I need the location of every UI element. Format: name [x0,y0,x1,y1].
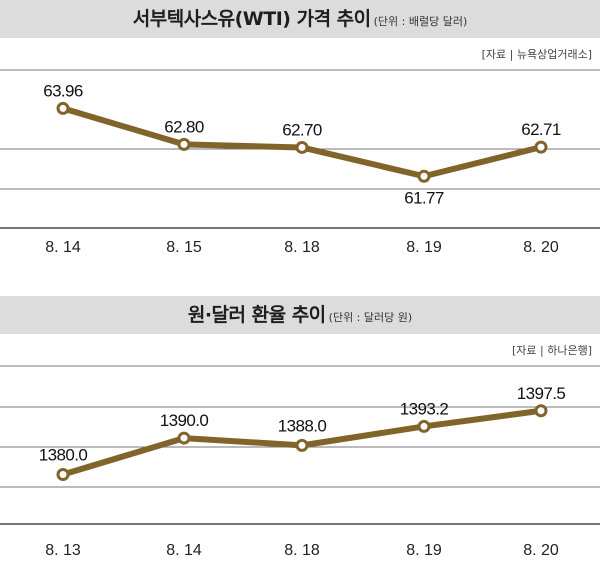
wti-data-point-2 [177,137,191,151]
fx-data-label-3: 1388.0 [278,416,327,435]
wti-data-point-1 [56,101,70,115]
fx-chart-source: [자료 | 하나은행] [511,344,592,357]
fx-data-label-1: 1380.0 [39,445,88,464]
fx-chart-unit: (단위 : 달러당 원) [328,311,413,324]
fx-chart-title: 원·달러 환율 추이 [187,304,326,326]
fx-data-label-5: 1397.5 [517,384,566,403]
wti-data-label-1: 63.96 [43,81,83,100]
wti-data-label-4: 61.77 [404,188,444,207]
wti-data-point-4 [417,169,431,183]
wti-data-label-5: 62.71 [521,120,561,139]
wti-chart-source: [자료 | 뉴욕상업거래소] [481,48,592,61]
fx-x-tick-label-1: 8. 13 [45,542,81,559]
fx-x-tick-label-3: 8. 18 [284,542,320,559]
wti-data-label-2: 62.80 [164,117,204,136]
wti-x-tick-label-5: 8. 20 [523,239,559,256]
fx-data-point-4 [417,419,431,433]
wti-line-chart: 63.96 62.80 62.70 61.77 62.71 8. 14 8. 15 8. 18… [0,69,600,256]
wti-x-tick-label-3: 8. 18 [284,239,320,256]
fx-data-label-2: 1390.0 [160,411,209,430]
exchange-rate-line-chart: 1380.0 1390.0 1388.0 1393.2 1397.5 8. 13 8. 14… [0,365,600,559]
fx-data-point-3 [295,438,309,452]
wti-x-tick-label-4: 8. 19 [406,239,442,256]
fx-title-bar: 원·달러 환율 추이 (단위 : 달러당 원) [0,296,600,334]
wti-x-tick-label-1: 8. 14 [45,239,81,256]
wti-chart-title: 서부텍사스유(WTI) 가격 추이 [132,8,371,30]
wti-x-tick-label-2: 8. 15 [166,239,202,256]
fx-data-point-1 [56,467,70,481]
wti-data-label-3: 62.70 [282,120,322,139]
fx-data-label-4: 1393.2 [400,399,449,418]
fx-x-tick-label-2: 8. 14 [166,542,202,559]
wti-data-point-5 [534,140,548,154]
exchange-rate-chart-panel: 원·달러 환율 추이 (단위 : 달러당 원) [자료 | 하나은행] 1380.… [0,296,600,585]
wti-chart-unit: (단위 : 배럴당 달러) [373,15,468,28]
fx-x-tick-label-4: 8. 19 [406,542,442,559]
wti-title-bar: 서부텍사스유(WTI) 가격 추이 (단위 : 배럴당 달러) [0,0,600,38]
fx-data-point-5 [534,404,548,418]
fx-x-tick-label-5: 8. 20 [523,542,559,559]
wti-data-point-3 [295,140,309,154]
fx-data-point-2 [177,431,191,445]
wti-chart-panel: 서부텍사스유(WTI) 가격 추이 (단위 : 배럴당 달러) [자료 | 뉴욕상… [0,0,600,290]
